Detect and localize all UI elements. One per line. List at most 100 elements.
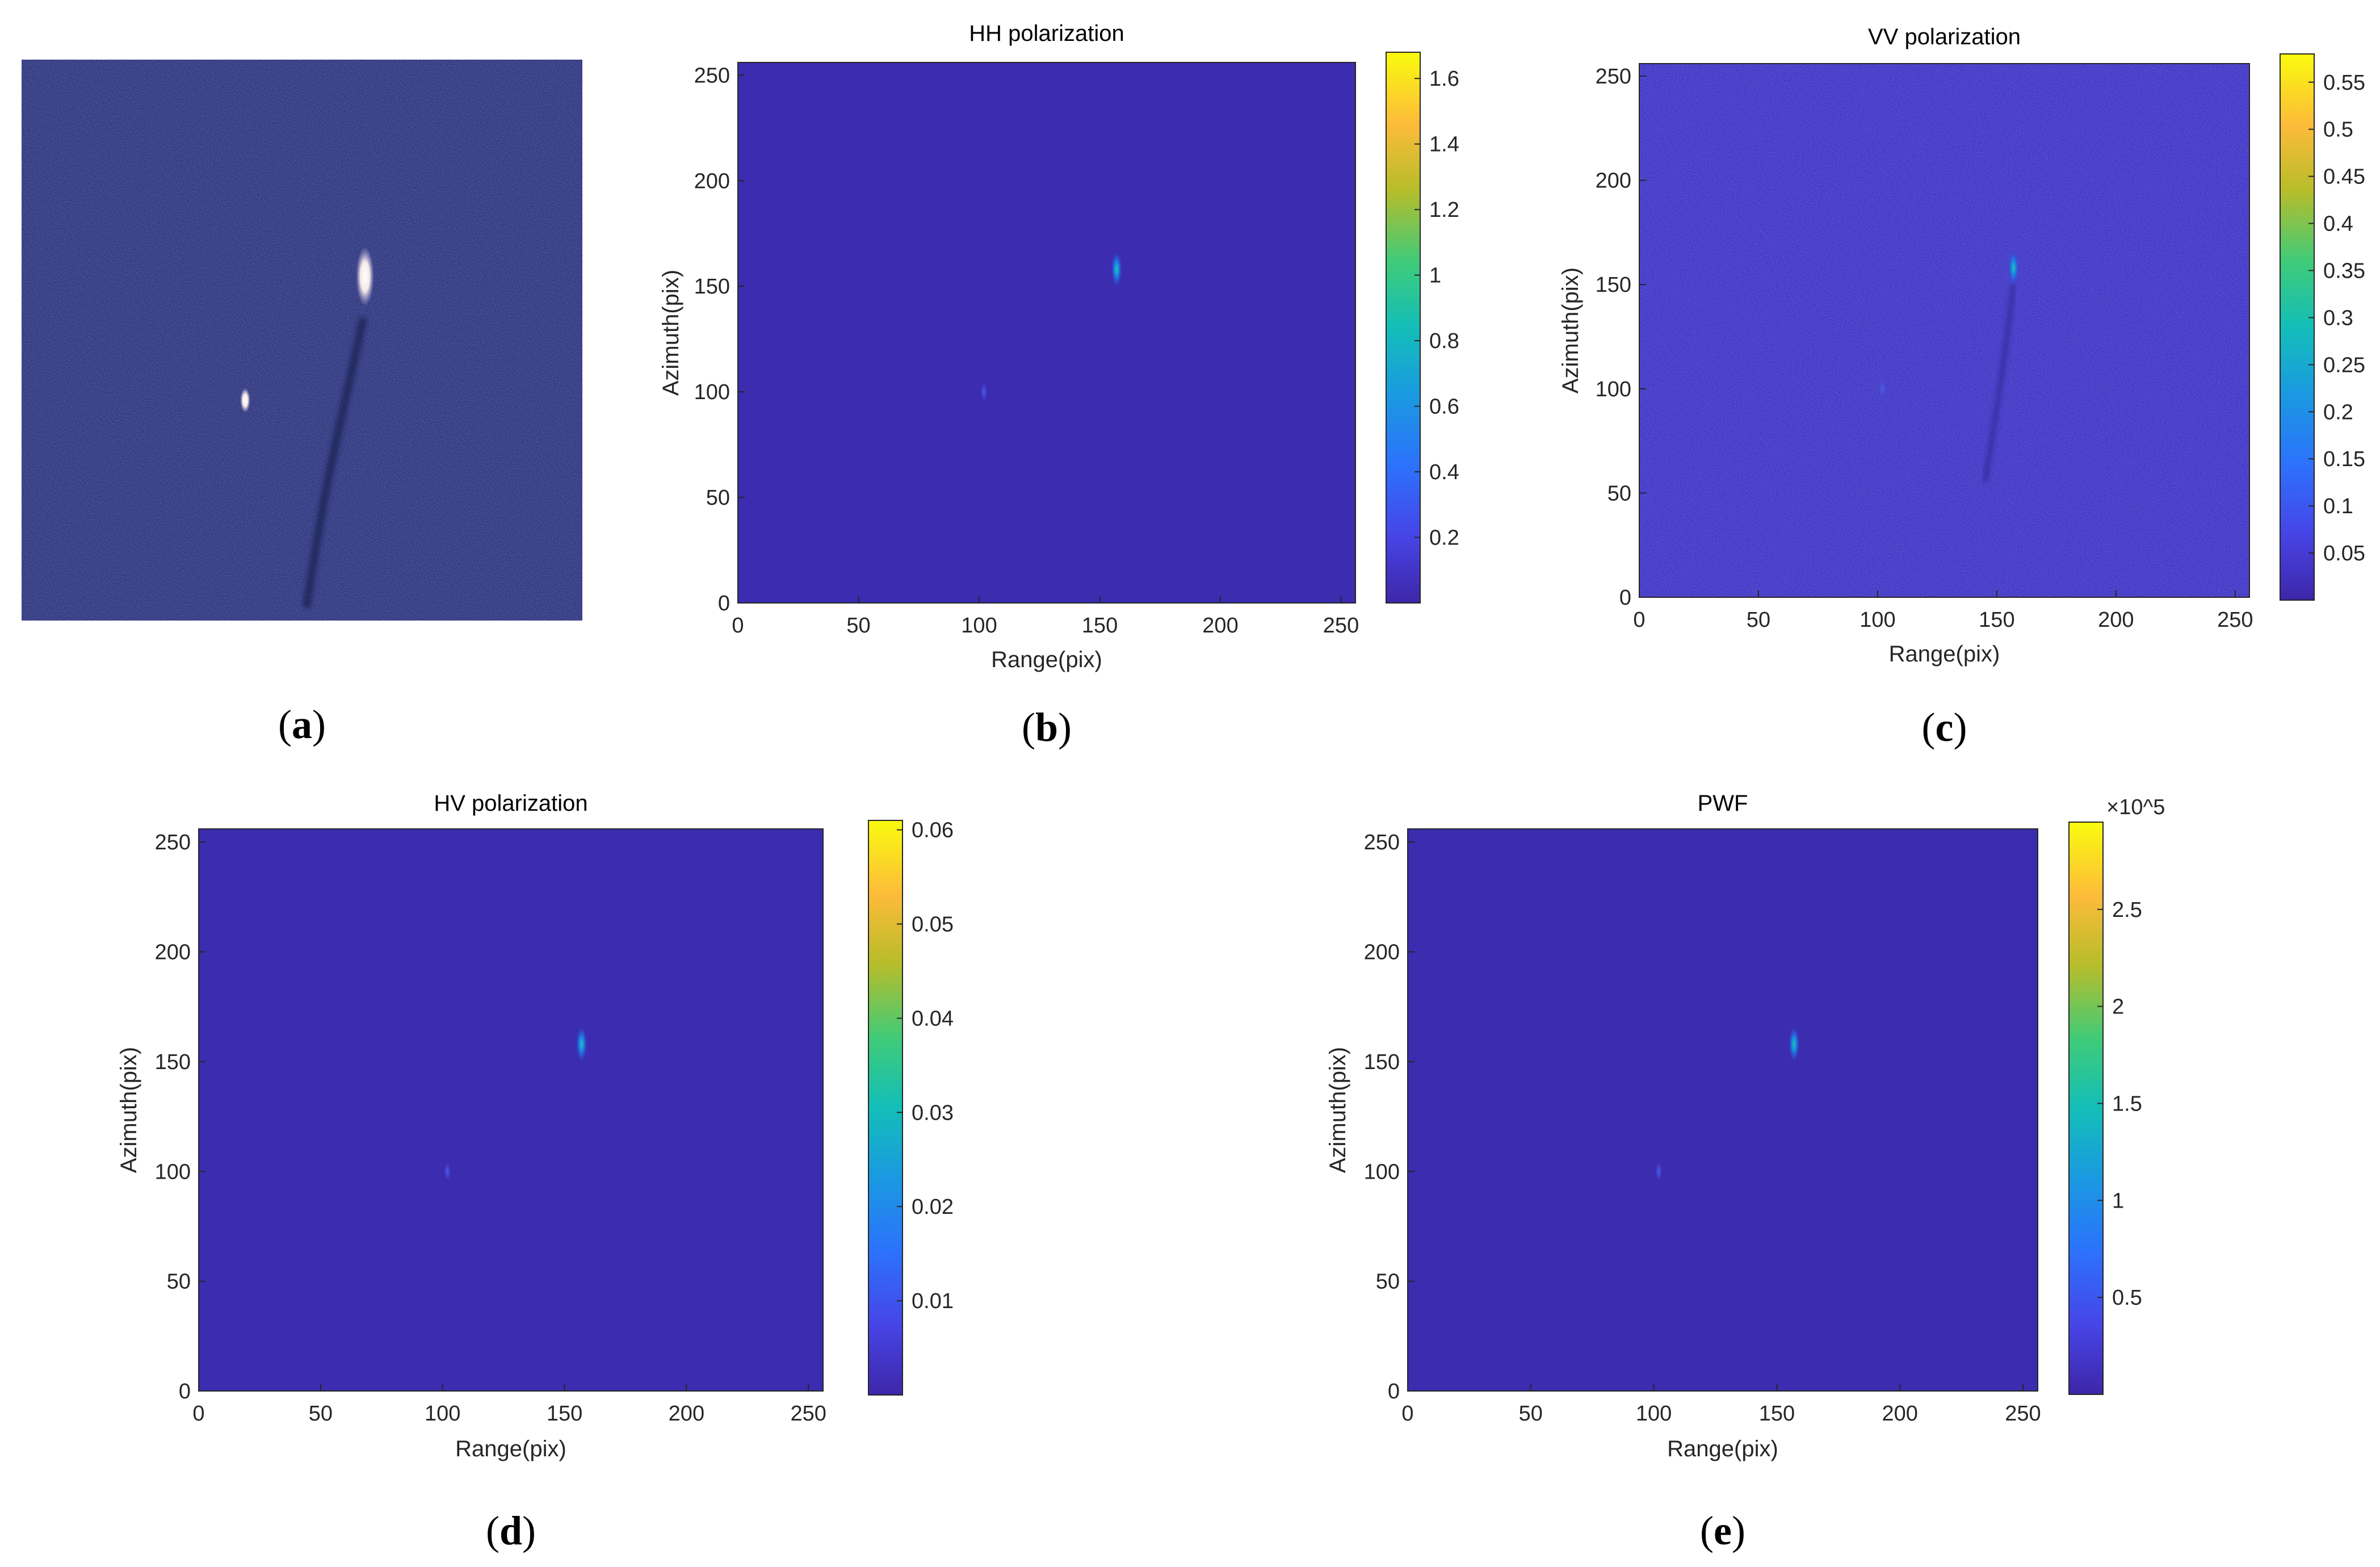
colorbar-tick-label-b-3: 0.8 [1429, 329, 1459, 353]
x-tick-label-c-0: 0 [1633, 608, 1645, 632]
plot-frame-d [198, 828, 824, 1392]
x-tick-label-e-0: 0 [1401, 1402, 1413, 1426]
colorbar-tick-label-c-0: 0.05 [2323, 542, 2365, 565]
panel-label-b-letter: b [1035, 705, 1058, 750]
y-tick-label-d-3: 150 [155, 1050, 191, 1074]
y-tick-label-c-0: 0 [1619, 586, 1631, 610]
x-tick-label-d-5: 250 [791, 1402, 826, 1426]
heatmap-target-c-1 [2008, 249, 2020, 286]
y-axis-label-c: Azimuth(pix) [1558, 267, 1583, 393]
y-tick-label-d-0: 0 [179, 1380, 191, 1403]
y-tick-label-b-1: 50 [706, 486, 730, 510]
colorbar-tick-label-b-5: 1.2 [1429, 198, 1459, 222]
x-tick-label-b-3: 150 [1082, 614, 1118, 638]
sar-ship-wake [303, 317, 367, 608]
y-tick-label-e-0: 0 [1388, 1380, 1400, 1403]
panel-label-d-letter: d [499, 1508, 522, 1553]
plot-frame-c [1639, 63, 2250, 598]
colorbar-tick-label-d-1: 0.02 [912, 1195, 954, 1219]
panel-e: PWF 0 50 100 150 200 250 0 50 100 150 200 250 Range(p… [1325, 791, 2165, 1553]
colorbar-tick-label-e-4: 2.5 [2112, 898, 2142, 922]
y-tick-label-d-1: 50 [167, 1270, 191, 1294]
heatmap-target-d-1 [576, 1025, 587, 1062]
x-tick-label-b-1: 50 [846, 614, 870, 638]
heatmap-target-b-2 [980, 383, 988, 401]
colorbar-tick-label-d-3: 0.04 [912, 1007, 954, 1030]
sar-ship-target-small [240, 388, 250, 413]
colorbar-tick-label-c-7: 0.4 [2323, 212, 2353, 236]
panel-label-d-close: ) [522, 1508, 536, 1553]
panel-label-e-letter: e [1714, 1508, 1732, 1553]
colorbar-tick-label-c-10: 0.55 [2323, 71, 2365, 95]
panel-label-c-close: ) [1953, 705, 1967, 750]
chart-title-e: PWF [1698, 791, 1748, 816]
y-tick-label-e-5: 250 [1364, 831, 1400, 854]
panel-label-a-open: ( [278, 702, 292, 747]
colorbar-tick-label-b-7: 1.6 [1429, 67, 1459, 91]
x-tick-label-e-5: 250 [2005, 1402, 2041, 1426]
plot-frame-e [1407, 828, 2038, 1392]
colorbar-tick-label-b-6: 1.4 [1429, 133, 1459, 157]
colorbar-e [2068, 822, 2104, 1395]
chart-title-c: VV polarization [1868, 24, 2021, 49]
colorbar-tick-label-c-8: 0.45 [2323, 165, 2365, 189]
x-axis-label-e: Range(pix) [1667, 1436, 1778, 1461]
y-tick-label-b-5: 250 [694, 64, 730, 87]
colorbar-tick-label-d-5: 0.06 [912, 819, 954, 843]
y-axis-label-b: Azimuth(pix) [658, 270, 683, 396]
x-tick-label-e-1: 50 [1519, 1402, 1543, 1426]
heatmap-wake-c [1982, 284, 2017, 483]
y-tick-label-d-5: 250 [155, 831, 191, 854]
x-tick-label-e-4: 200 [1882, 1402, 1917, 1426]
x-tick-label-c-5: 250 [2217, 608, 2253, 632]
x-tick-label-d-3: 150 [547, 1402, 582, 1426]
heatmap-background-d [199, 829, 823, 1391]
panel-label-c: (c) [1922, 705, 1967, 750]
plot-frame-b [737, 62, 1356, 604]
colorbar-d [868, 820, 903, 1396]
panel-label-b-close: ) [1058, 705, 1072, 750]
colorbar-exponent-e: ×10^5 [2106, 795, 2165, 819]
panel-label-d-open: ( [486, 1508, 499, 1553]
colorbar-tick-label-e-0: 0.5 [2112, 1286, 2142, 1310]
x-tick-label-d-2: 100 [425, 1402, 460, 1426]
heatmap-background-e [1408, 829, 2038, 1391]
panel-label-b-open: ( [1022, 705, 1035, 750]
x-tick-label-d-4: 200 [669, 1402, 704, 1426]
y-tick-label-c-2: 100 [1596, 378, 1631, 401]
colorbar-tick-label-e-1: 1 [2112, 1189, 2124, 1213]
panel-c: VV polarization 0 50 100 150 200 250 0 50 100 150 2… [1558, 24, 2365, 750]
colorbar-tick-label-c-3: 0.2 [2323, 400, 2353, 424]
x-tick-label-c-1: 50 [1747, 608, 1770, 632]
chart-title-d: HV polarization [434, 791, 587, 816]
chart-title-b: HH polarization [969, 21, 1124, 46]
panel-label-a: (a) [278, 702, 326, 747]
y-tick-label-e-2: 100 [1364, 1160, 1400, 1184]
x-tick-label-c-3: 150 [1979, 608, 2014, 632]
panel-label-a-close: ) [312, 702, 326, 747]
y-tick-label-d-2: 100 [155, 1160, 191, 1184]
heatmap-target-d-2 [444, 1162, 451, 1181]
y-tick-label-c-3: 150 [1596, 273, 1631, 297]
panel-label-b: (b) [1022, 705, 1072, 750]
y-tick-label-e-1: 50 [1376, 1270, 1400, 1294]
colorbar-tick-label-d-2: 0.03 [912, 1101, 954, 1125]
x-tick-label-c-4: 200 [2098, 608, 2134, 632]
panel-label-a-letter: a [292, 702, 312, 747]
sar-ship-target-main [356, 247, 374, 306]
colorbar-tick-label-d-4: 0.05 [912, 912, 954, 936]
x-axis-label-b: Range(pix) [991, 647, 1102, 672]
y-tick-label-b-0: 0 [718, 592, 730, 615]
colorbar-b [1386, 52, 1421, 604]
colorbar-tick-label-c-9: 0.5 [2323, 118, 2353, 142]
colorbar-tick-label-c-1: 0.1 [2323, 495, 2353, 518]
x-tick-label-b-5: 250 [1323, 614, 1359, 638]
heatmap-target-e-1 [1788, 1025, 1800, 1062]
x-tick-label-e-3: 150 [1759, 1402, 1795, 1426]
colorbar-tick-label-c-6: 0.35 [2323, 259, 2365, 283]
y-tick-label-c-4: 200 [1596, 169, 1631, 193]
panel-label-e-open: ( [1700, 1508, 1714, 1553]
x-tick-label-d-1: 50 [309, 1402, 333, 1426]
